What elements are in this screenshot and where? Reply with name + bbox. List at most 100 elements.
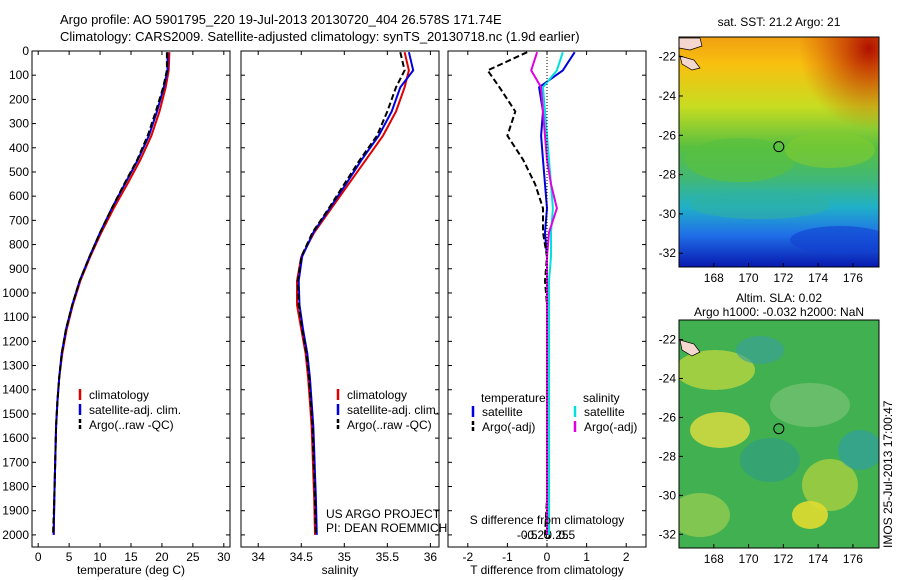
sla-map-axes: 168 170 172 174 176 -22 -24 -26 -28 -30 -32 bbox=[659, 332, 864, 566]
map-x-tick-label: 168 bbox=[704, 552, 724, 566]
legend-entry: Argo(-adj) bbox=[482, 420, 535, 434]
depth-tick-label: 100 bbox=[9, 68, 29, 82]
map-y-tick-label: -26 bbox=[659, 410, 677, 424]
temperature-panel-frame bbox=[31, 50, 231, 548]
depth-tick-label: 900 bbox=[9, 262, 29, 276]
difference-legend: temperature salinity satelliteArgo(-adj)… bbox=[471, 391, 637, 434]
x-tick-label: 25 bbox=[186, 550, 200, 564]
salinity-x-axis: 34 34.5 35 35.5 36 bbox=[252, 51, 438, 564]
x2-tick-label: 0.5 bbox=[558, 528, 575, 542]
x-tick-label: 2 bbox=[623, 550, 630, 564]
legend-entry: satellite bbox=[584, 405, 625, 419]
depth-tick-label: 0 bbox=[22, 44, 29, 58]
map-y-tick-label: -26 bbox=[659, 128, 677, 142]
depth-tick-label: 800 bbox=[9, 238, 29, 252]
depth-tick-label: 1600 bbox=[2, 431, 29, 445]
series-line-argo-adj- bbox=[486, 51, 549, 535]
x-tick-label: 0 bbox=[544, 550, 551, 564]
x2-tick-label: 0.25 bbox=[545, 528, 569, 542]
temperature-series bbox=[52, 52, 171, 535]
depth-tick-label: 1300 bbox=[2, 359, 29, 373]
project-line1: US ARGO PROJECT bbox=[326, 507, 441, 521]
timestamp: IMOS 25-Jul-2013 17:00:47 bbox=[881, 400, 895, 548]
map-y-tick-label: -28 bbox=[659, 168, 677, 182]
map-x-tick-label: 168 bbox=[704, 271, 724, 285]
map-x-tick-label: 174 bbox=[808, 271, 828, 285]
depth-tick-label: 500 bbox=[9, 165, 29, 179]
x-tick-label: 30 bbox=[217, 550, 231, 564]
depth-tick-label: 1000 bbox=[2, 286, 29, 300]
depth-tick-label: 1800 bbox=[2, 480, 29, 494]
map-y-tick-label: -28 bbox=[659, 449, 677, 463]
map-y-tick-label: -30 bbox=[659, 207, 677, 221]
map-y-tick-label: -30 bbox=[659, 488, 677, 502]
salinity-xlabel: salinity bbox=[322, 563, 359, 577]
series-line-satellite-adj-clim- bbox=[297, 51, 415, 535]
title-line1: Argo profile: AO 5901795_220 19-Jul-2013… bbox=[60, 12, 502, 27]
sla-map-frame bbox=[678, 319, 880, 549]
series-line-argo-adj- bbox=[530, 51, 558, 535]
sla-map-title-line2: Argo h1000: -0.032 h2000: NaN bbox=[694, 305, 864, 319]
difference-x-axis: -2 -1 0 1 2 bbox=[462, 51, 630, 564]
salinity-series bbox=[296, 51, 415, 535]
sst-map-image bbox=[679, 37, 879, 267]
depth-tick-label: 1100 bbox=[3, 310, 29, 324]
depth-axis: 0 100 200 300 400 500 600 700 800 900 1000 1100 1200… bbox=[2, 44, 646, 542]
map-x-tick-label: 172 bbox=[773, 552, 793, 566]
x-tick-label: 15 bbox=[124, 550, 138, 564]
x-tick-label: 20 bbox=[155, 550, 169, 564]
legend-entry: Argo(..raw -QC) bbox=[89, 418, 174, 432]
legend-entry: satellite-adj. clim. bbox=[347, 403, 439, 417]
series-line-satellite bbox=[541, 51, 564, 535]
x-tick-label: 1 bbox=[583, 550, 590, 564]
x-tick-label: 34.5 bbox=[290, 550, 314, 564]
sst-map-axes: 168 170 172 174 176 -22 -24 -26 -28 -30 -32 bbox=[659, 50, 864, 285]
x-tick-label: 36 bbox=[424, 550, 438, 564]
legend-entry: satellite bbox=[482, 405, 523, 419]
depth-tick-label: 1200 bbox=[2, 334, 29, 348]
depth-tick-label: 200 bbox=[9, 92, 29, 106]
depth-tick-label: 1400 bbox=[2, 383, 29, 397]
map-y-tick-label: -22 bbox=[659, 50, 677, 64]
map-y-tick-label: -24 bbox=[659, 89, 677, 103]
salinity-panel-frame bbox=[240, 50, 440, 548]
x-tick-label: 0 bbox=[35, 550, 42, 564]
x-tick-label: -1 bbox=[502, 550, 513, 564]
title-line2: Climatology: CARS2009. Satellite-adjuste… bbox=[60, 29, 580, 44]
map-y-tick-label: -22 bbox=[659, 332, 677, 346]
depth-tick-label: 700 bbox=[9, 213, 29, 227]
x-tick-label: 34 bbox=[252, 550, 266, 564]
legend-header-temperature: temperature bbox=[481, 391, 546, 405]
legend-entry: climatology bbox=[89, 388, 149, 402]
x-tick-label: 35.5 bbox=[376, 550, 400, 564]
series-line-argo-raw-qc- bbox=[52, 52, 168, 535]
temperature-x-axis: 0 5 10 15 20 25 30 bbox=[35, 51, 231, 564]
sla-map-image bbox=[679, 320, 879, 548]
map-x-tick-label: 170 bbox=[739, 271, 759, 285]
legend-header-salinity: salinity bbox=[583, 391, 620, 405]
difference-x2label: S difference from climatology bbox=[470, 513, 625, 527]
difference-x2-axis: -0.5-0.2500.250.5 bbox=[517, 528, 576, 542]
depth-tick-label: 1500 bbox=[2, 407, 29, 421]
depth-tick-label: 1900 bbox=[2, 504, 29, 518]
legend-entry: Argo(-adj) bbox=[584, 420, 637, 434]
x-tick-label: 10 bbox=[93, 550, 107, 564]
map-y-tick-label: -32 bbox=[659, 246, 677, 260]
x-tick-label: -2 bbox=[462, 550, 473, 564]
depth-tick-label: 400 bbox=[9, 141, 29, 155]
x-tick-label: 35 bbox=[338, 550, 352, 564]
map-x-tick-label: 176 bbox=[843, 552, 863, 566]
legend-entry: satellite-adj. clim. bbox=[89, 403, 181, 417]
x2-tick-label: -0.25 bbox=[523, 528, 551, 542]
temperature-xlabel: temperature (deg C) bbox=[77, 563, 185, 577]
sst-argo-location-marker bbox=[773, 141, 785, 153]
sla-argo-location-marker bbox=[773, 423, 785, 435]
difference-series bbox=[486, 51, 576, 535]
series-line-argo-raw-qc- bbox=[296, 51, 406, 535]
depth-tick-label: 2000 bbox=[2, 528, 29, 542]
legend-entry: Argo(..raw -QC) bbox=[347, 418, 432, 432]
difference-xlabel: T difference from climatology bbox=[470, 563, 624, 577]
project-line2: PI: DEAN ROEMMICH bbox=[326, 521, 447, 535]
